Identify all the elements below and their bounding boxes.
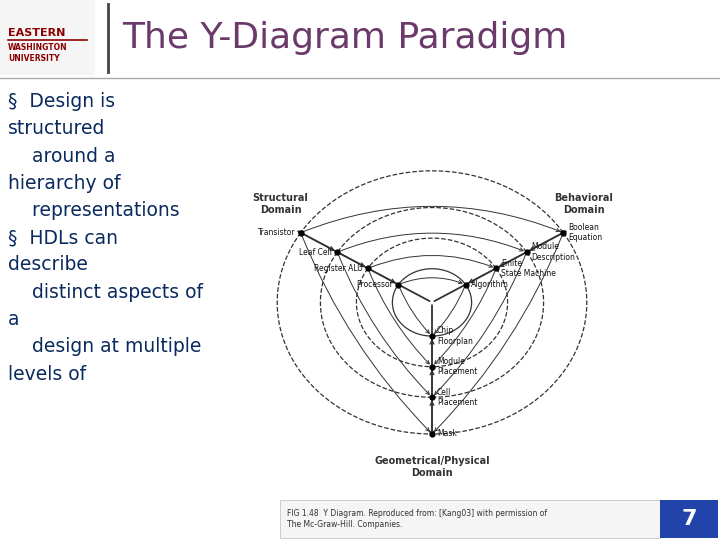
Text: Processor: Processor <box>356 280 393 289</box>
Text: Finite
State Machine: Finite State Machine <box>501 259 556 278</box>
Text: §  Design is
structured
    around a
hierarchy of
    representations
§  HDLs ca: § Design is structured around a hierarch… <box>8 92 203 383</box>
Text: EASTERN: EASTERN <box>8 28 66 38</box>
Text: 7: 7 <box>681 509 697 529</box>
Text: Transistor: Transistor <box>258 228 296 237</box>
Text: FIG 1.48  Y Diagram. Reproduced from: [Kang03] with permission of
The Mc-Graw-Hi: FIG 1.48 Y Diagram. Reproduced from: [Ka… <box>287 509 547 529</box>
Text: Mask: Mask <box>437 429 457 438</box>
Text: Boolean
Equation: Boolean Equation <box>568 223 603 242</box>
Text: The Y-Diagram Paradigm: The Y-Diagram Paradigm <box>122 21 567 55</box>
Text: WASHINGTON: WASHINGTON <box>8 43 68 52</box>
Bar <box>0 0 95 75</box>
Text: Leaf Cell: Leaf Cell <box>300 248 333 256</box>
Text: Structural
Domain: Structural Domain <box>253 193 308 214</box>
Text: Module
Placement: Module Placement <box>437 357 477 376</box>
Bar <box>660 500 718 538</box>
Text: Module
Description: Module Description <box>531 242 575 262</box>
Text: Behavioral
Domain: Behavioral Domain <box>554 193 613 214</box>
Text: Geometrical/Physical
Domain: Geometrical/Physical Domain <box>374 456 490 477</box>
Text: UNIVERSITY: UNIVERSITY <box>8 54 60 63</box>
Bar <box>280 500 660 538</box>
Text: Cell
Placement: Cell Placement <box>437 388 477 407</box>
Text: Register ALU: Register ALU <box>314 264 363 273</box>
Text: Chip
Floorplan: Chip Floorplan <box>437 326 473 346</box>
Text: Algorithm: Algorithm <box>471 280 508 289</box>
